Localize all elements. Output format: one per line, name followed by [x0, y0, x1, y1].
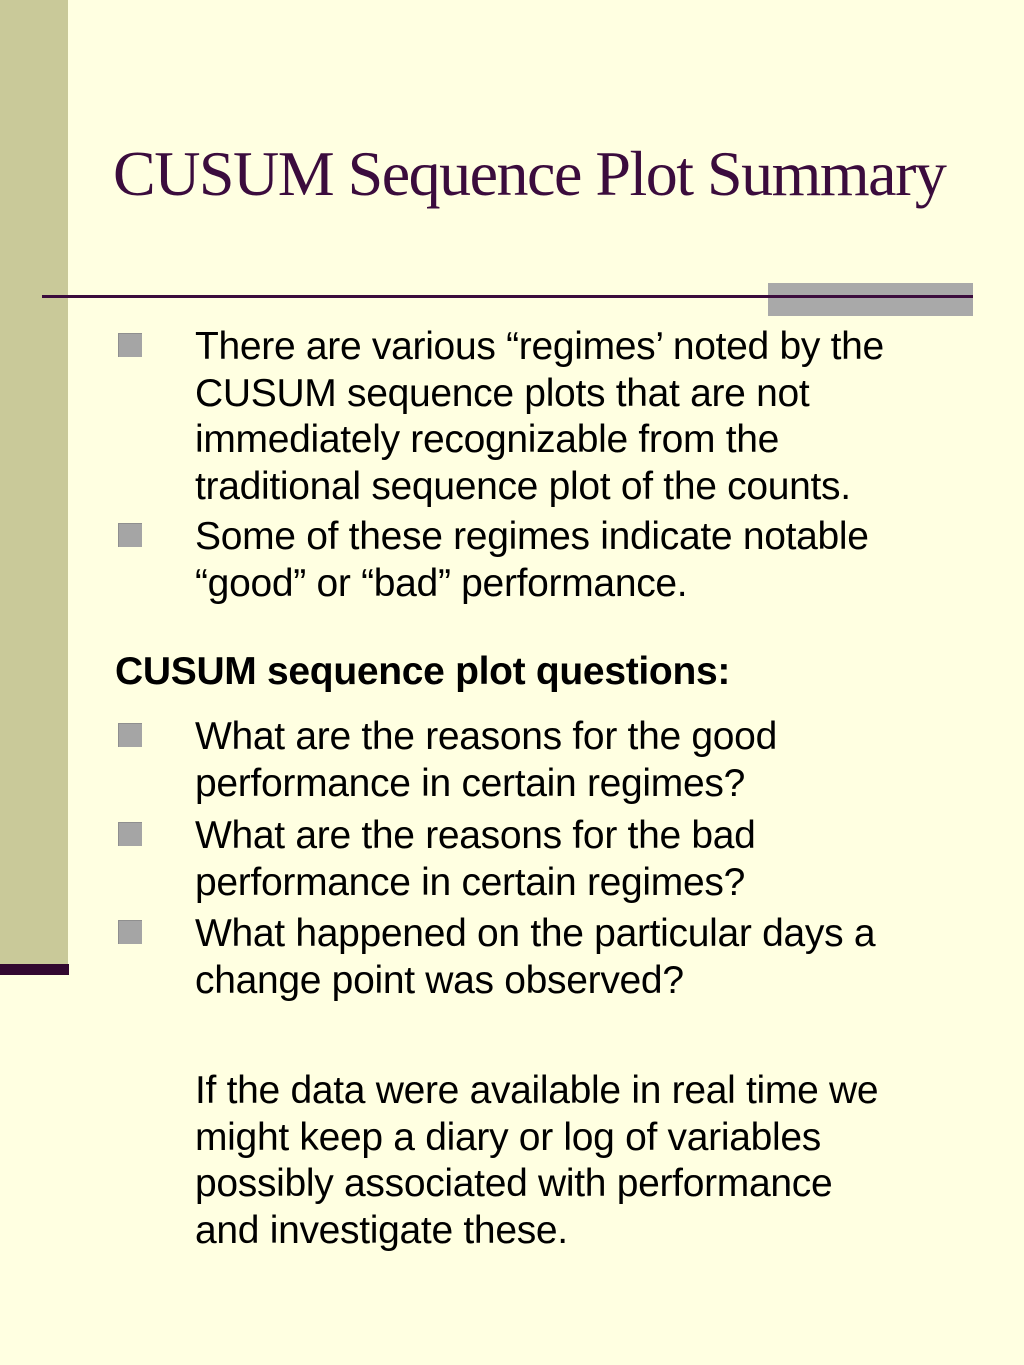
left-sidebar-strip: [0, 0, 68, 964]
square-bullet-icon: [118, 822, 142, 846]
bullet-item-regimes: There are various “regimes’ noted by the…: [118, 324, 978, 510]
bullet-item-question-changepoint: What happened on the particular days a c…: [118, 911, 978, 1004]
bullet-item-performance: Some of these regimes indicate notable “…: [118, 514, 978, 607]
questions-heading: CUSUM sequence plot questions:: [115, 650, 731, 693]
bullet-text: There are various “regimes’ noted by the…: [195, 325, 884, 508]
bullet-text: What are the reasons for the bad perform…: [195, 814, 756, 904]
title-accent-rect: [768, 283, 973, 316]
square-bullet-icon: [118, 333, 142, 357]
square-bullet-icon: [118, 723, 142, 747]
title-divider-line: [42, 295, 973, 298]
bullet-item-question-bad: What are the reasons for the bad perform…: [118, 813, 978, 906]
left-strip-bottom-bar: [0, 964, 69, 975]
square-bullet-icon: [118, 523, 142, 547]
bullet-text: What are the reasons for the good perfor…: [195, 715, 777, 805]
square-bullet-icon: [118, 920, 142, 944]
closing-paragraph: If the data were available in real time …: [195, 1069, 879, 1252]
bullet-text: What happened on the particular days a c…: [195, 912, 876, 1002]
bullet-item-question-good: What are the reasons for the good perfor…: [118, 714, 978, 807]
slide-title: CUSUM Sequence Plot Summary: [113, 138, 947, 209]
bullet-text: Some of these regimes indicate notable “…: [195, 515, 869, 605]
